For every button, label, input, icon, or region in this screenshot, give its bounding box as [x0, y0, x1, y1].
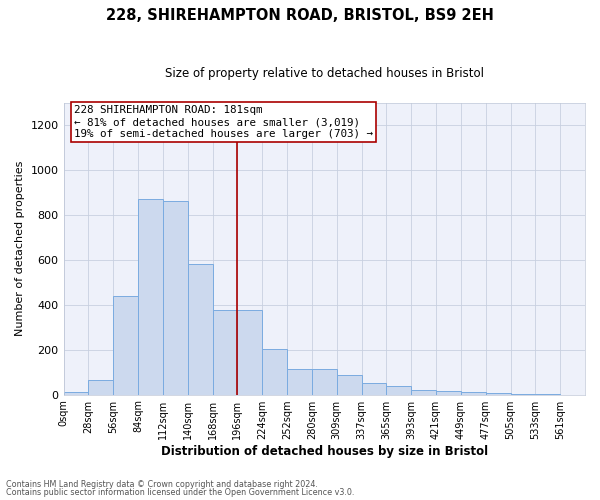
Bar	[262, 348, 287, 395]
Text: Contains public sector information licensed under the Open Government Licence v3: Contains public sector information licen…	[6, 488, 355, 497]
Bar	[386, 386, 411, 394]
Bar	[113, 296, 138, 394]
Bar	[362, 384, 386, 394]
Bar	[461, 392, 485, 394]
Bar	[238, 310, 262, 394]
Text: Contains HM Land Registry data © Crown copyright and database right 2024.: Contains HM Land Registry data © Crown c…	[6, 480, 318, 489]
Bar	[436, 390, 461, 394]
Bar	[287, 368, 312, 394]
Text: 228, SHIREHAMPTON ROAD, BRISTOL, BS9 2EH: 228, SHIREHAMPTON ROAD, BRISTOL, BS9 2EH	[106, 8, 494, 22]
Bar	[138, 199, 163, 394]
Text: 228 SHIREHAMPTON ROAD: 181sqm
← 81% of detached houses are smaller (3,019)
19% o: 228 SHIREHAMPTON ROAD: 181sqm ← 81% of d…	[74, 106, 373, 138]
Bar	[337, 376, 362, 394]
Y-axis label: Number of detached properties: Number of detached properties	[15, 161, 25, 336]
Bar	[188, 264, 212, 394]
Bar	[163, 202, 188, 394]
Bar	[64, 392, 88, 394]
Title: Size of property relative to detached houses in Bristol: Size of property relative to detached ho…	[165, 68, 484, 80]
Bar	[212, 310, 238, 394]
Bar	[312, 368, 337, 394]
Bar	[88, 380, 113, 394]
X-axis label: Distribution of detached houses by size in Bristol: Distribution of detached houses by size …	[161, 444, 488, 458]
Bar	[411, 390, 436, 394]
